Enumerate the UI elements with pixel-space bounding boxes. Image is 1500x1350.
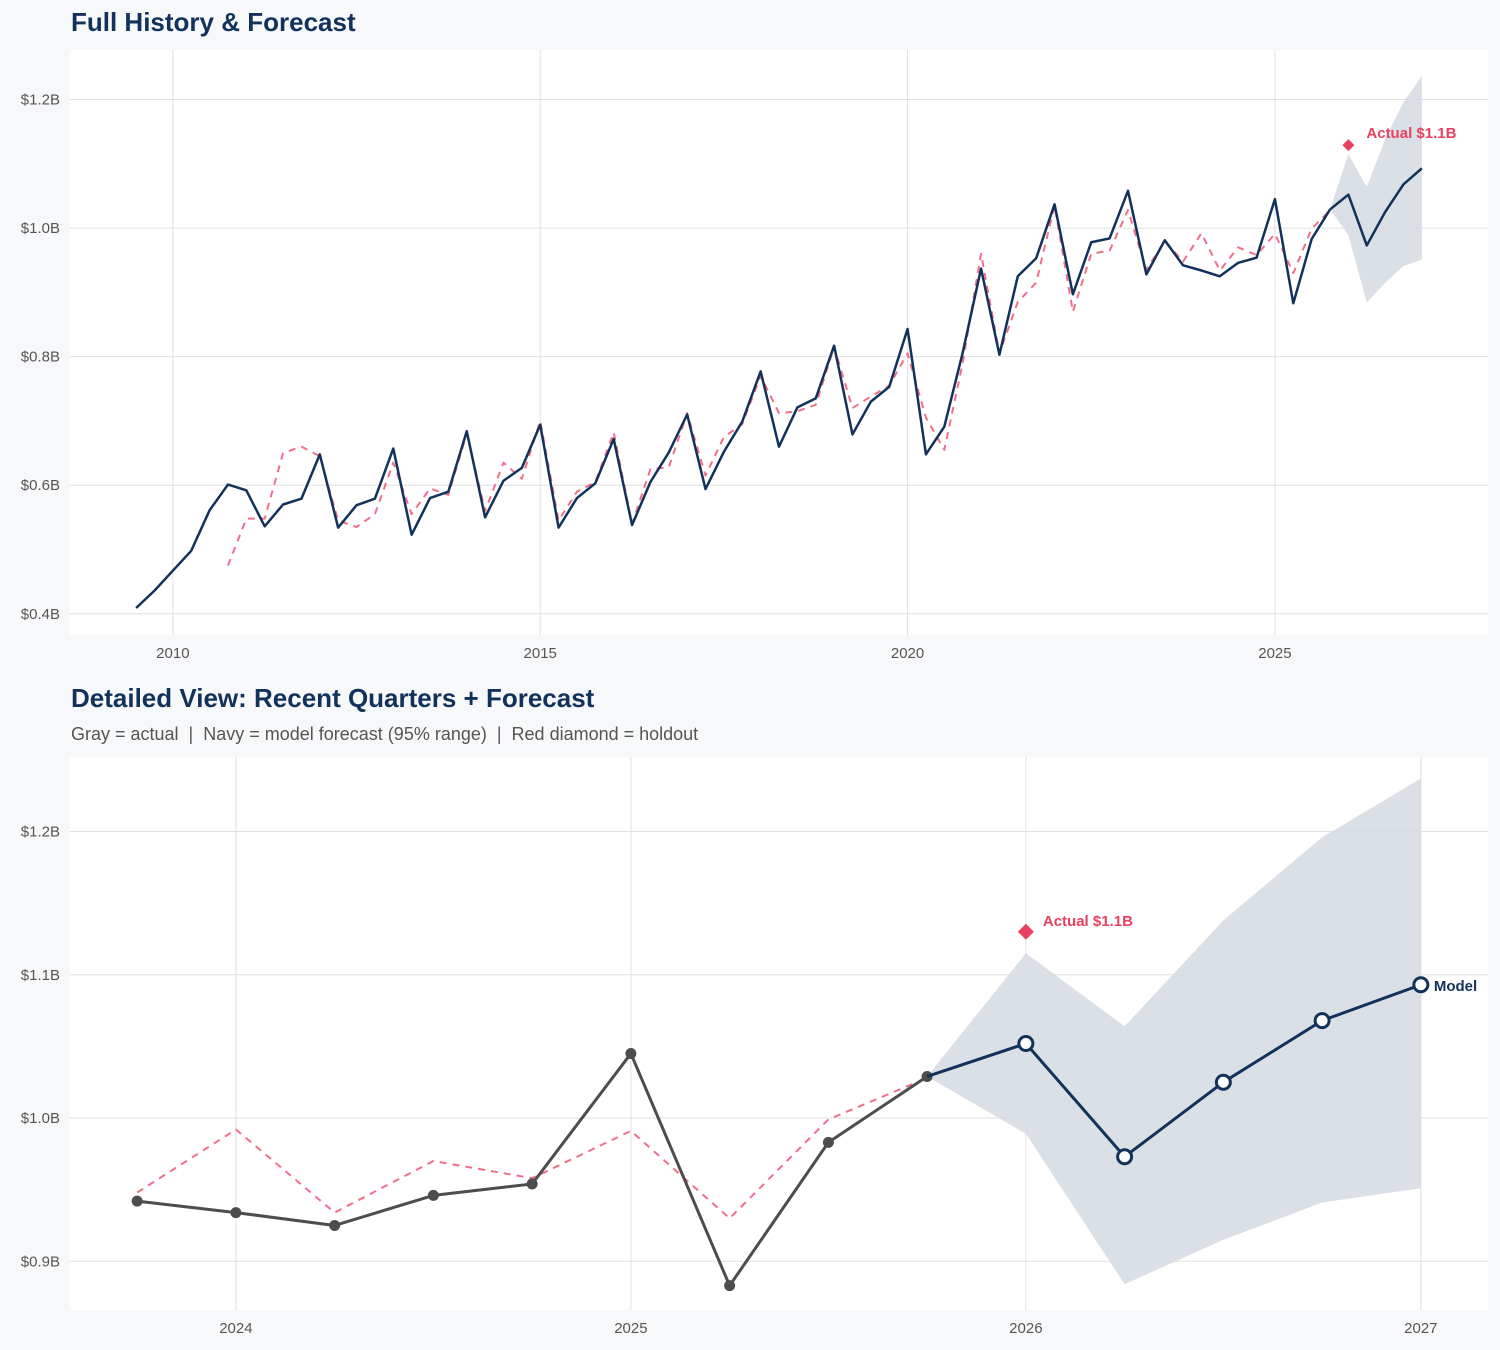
y-tick-label: $1.2B bbox=[21, 92, 60, 109]
actual-point bbox=[724, 1280, 736, 1292]
x-tick-label: 2027 bbox=[1404, 1320, 1437, 1337]
actual-point bbox=[329, 1219, 341, 1231]
y-tick-label: $1.0B bbox=[21, 1110, 60, 1127]
x-tick-label: 2010 bbox=[156, 645, 189, 662]
y-tick-label: $1.0B bbox=[21, 220, 60, 237]
bottom-chart-title: Detailed View: Recent Quarters + Forecas… bbox=[71, 683, 595, 713]
holdout-diamond bbox=[1342, 139, 1355, 152]
fitted-line bbox=[136, 1076, 928, 1220]
x-tick-label: 2025 bbox=[614, 1320, 647, 1337]
bottom-chart: $0.9B $1.0B $1.1B $1.2B 2024 2025 2026 2027 Mode… bbox=[21, 757, 1488, 1337]
holdout-label: Actual $1.1B bbox=[1043, 913, 1133, 930]
forecast-line bbox=[926, 983, 1422, 1159]
y-tick-label: $1.2B bbox=[21, 823, 60, 840]
forecast-95-band bbox=[927, 778, 1421, 1285]
bottom-chart-subtitle: Gray = actual | Navy = model forecast (9… bbox=[71, 724, 698, 744]
x-tick-label: 2026 bbox=[1009, 1320, 1042, 1337]
x-tick-label: 2020 bbox=[891, 645, 924, 662]
plot-area bbox=[70, 50, 1488, 635]
top-chart-title: Full History & Forecast bbox=[71, 7, 356, 37]
actual-point bbox=[822, 1136, 834, 1148]
actual-line bbox=[135, 189, 1332, 609]
holdout-diamond bbox=[1017, 923, 1034, 940]
forecast-point bbox=[1116, 1148, 1134, 1166]
actual-point bbox=[131, 1195, 143, 1207]
y-tick-label: $0.9B bbox=[21, 1253, 60, 1270]
y-tick-label: $0.4B bbox=[21, 606, 60, 623]
holdout-label: Actual $1.1B bbox=[1366, 125, 1456, 142]
model-end-label: Model bbox=[1434, 978, 1477, 995]
forecast-95-band bbox=[1330, 75, 1422, 303]
forecast-point bbox=[1313, 1012, 1331, 1030]
forecast-point bbox=[1412, 976, 1430, 994]
actual-point bbox=[625, 1048, 637, 1060]
x-tick-label: 2024 bbox=[219, 1320, 252, 1337]
forecast-line bbox=[1329, 167, 1423, 247]
y-tick-label: $0.6B bbox=[21, 477, 60, 494]
y-tick-label: $0.8B bbox=[21, 349, 60, 366]
top-chart: $0.4B $0.6B $0.8B $1.0B $1.2B 2010 2015 2020 202… bbox=[21, 50, 1488, 662]
y-tick-label: $1.1B bbox=[21, 967, 60, 984]
actual-point bbox=[230, 1207, 242, 1219]
actual-point bbox=[526, 1178, 538, 1190]
forecast-point bbox=[1017, 1035, 1035, 1053]
x-tick-label: 2025 bbox=[1258, 645, 1291, 662]
actual-point bbox=[427, 1189, 439, 1201]
x-tick-label: 2015 bbox=[524, 645, 557, 662]
forecast-point bbox=[1214, 1073, 1232, 1091]
